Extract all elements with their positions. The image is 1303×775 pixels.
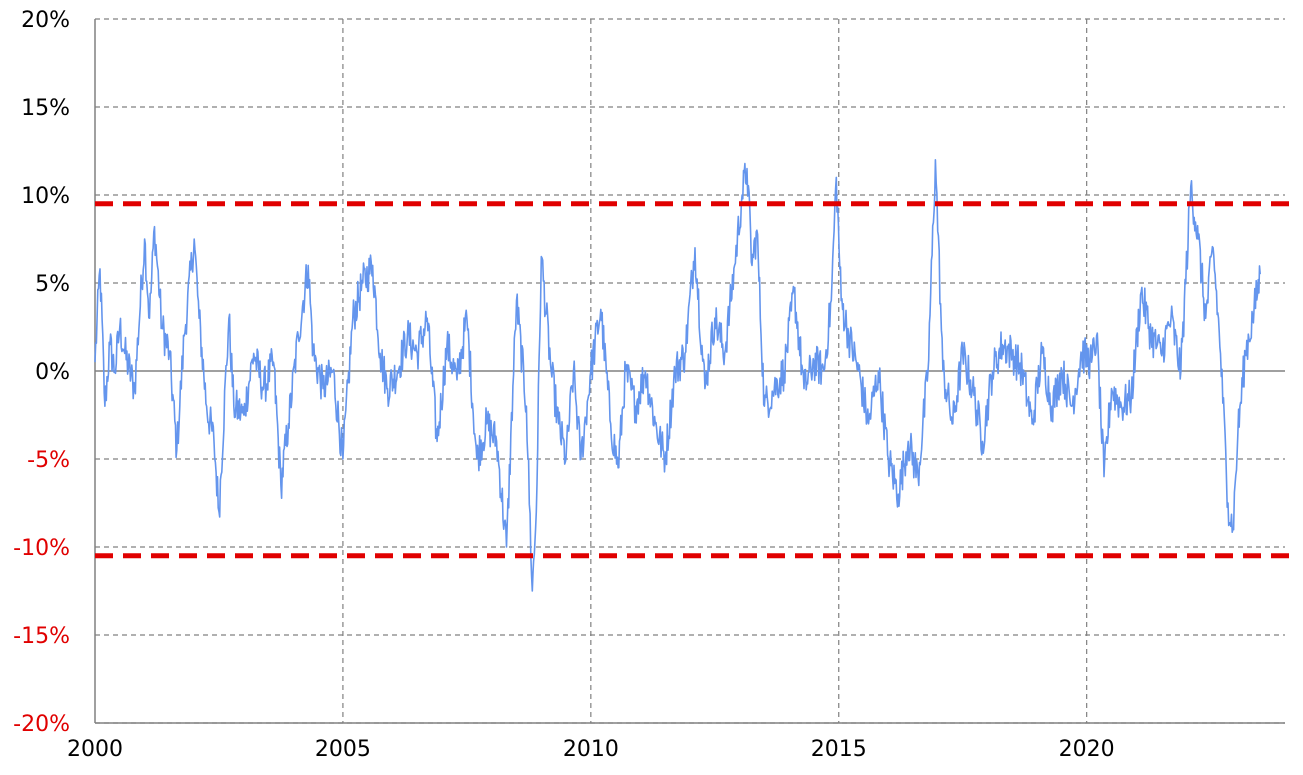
y-tick-label: -20% <box>13 712 70 737</box>
series-line <box>94 159 1261 592</box>
series-layer <box>94 159 1261 592</box>
y-tick-label: 10% <box>21 184 70 209</box>
x-tick-label: 2020 <box>1059 737 1115 762</box>
y-tick-label: 15% <box>21 96 70 121</box>
y-tick-label: -15% <box>13 624 70 649</box>
y-tick-label: 20% <box>21 8 70 33</box>
y-tick-label: 0% <box>35 360 70 385</box>
axes <box>94 19 1285 724</box>
y-tick-label: -5% <box>27 448 70 473</box>
x-tick-label: 2010 <box>563 737 619 762</box>
x-tick-labels: 2000 2005 2010 2015 2020 <box>67 737 1115 762</box>
x-tick-label: 2005 <box>315 737 371 762</box>
y-tick-label: 5% <box>35 272 70 297</box>
grid-lines <box>95 18 1285 724</box>
y-tick-labels: 20% 15% 10% 5% 0% -5% -10% -15% -20% <box>13 8 70 737</box>
x-tick-label: 2015 <box>811 737 867 762</box>
y-tick-label: -10% <box>13 536 70 561</box>
x-tick-label: 2000 <box>67 737 123 762</box>
threshold-lines <box>95 201 1298 559</box>
